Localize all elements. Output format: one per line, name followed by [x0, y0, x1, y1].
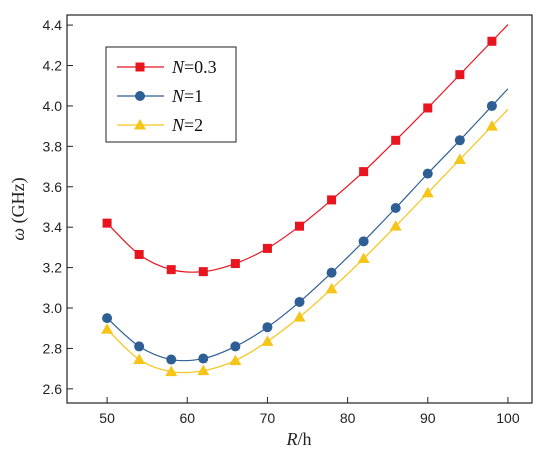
x-tick-label: 80 — [340, 410, 356, 426]
y-tick-label: 2.6 — [43, 381, 63, 397]
data-point-s2-4 — [198, 353, 209, 364]
data-point-s3-8 — [325, 282, 338, 294]
legend-label-2: N=1 — [171, 86, 203, 106]
data-point-s3-4 — [197, 364, 210, 376]
legend-marker-2 — [135, 91, 145, 101]
legend-marker-3 — [134, 119, 146, 130]
data-point-s2-3 — [166, 354, 177, 365]
y-tick-label: 4.4 — [43, 17, 63, 33]
legend-label-italic: N — [171, 86, 185, 106]
x-tick-label: 70 — [260, 410, 276, 426]
x-tick-label: 90 — [420, 410, 436, 426]
data-point-s2-2 — [134, 341, 145, 352]
plot-frame — [66, 14, 533, 404]
data-point-s1-7 — [295, 221, 304, 231]
data-point-s3-2 — [133, 353, 146, 365]
series-line-3 — [106, 109, 509, 374]
y-axis-title-rest: (GHz) — [8, 177, 29, 227]
data-point-s3-9 — [357, 252, 370, 264]
legend-label-rest: =2 — [184, 115, 203, 135]
legend-label-italic: N — [171, 115, 185, 135]
y-tick-label: 3.8 — [43, 138, 63, 154]
y-tick-label: 3.4 — [43, 219, 63, 235]
y-tick-label: 3.0 — [43, 300, 63, 316]
data-point-s3-7 — [293, 311, 306, 322]
y-tick-label: 3.6 — [43, 179, 63, 195]
data-point-s1-13 — [487, 36, 497, 46]
data-point-s2-12 — [454, 135, 465, 146]
legend-label-1: N=0.3 — [171, 57, 217, 77]
y-axis-title-italic: ω — [8, 228, 28, 241]
data-point-s1-5 — [230, 259, 240, 269]
x-axis-title: R/h — [285, 429, 311, 449]
data-point-s1-1 — [102, 218, 112, 228]
data-point-s3-6 — [261, 335, 274, 346]
data-point-s1-8 — [327, 195, 337, 205]
y-tick-label: 3.2 — [43, 260, 63, 276]
data-point-s3-3 — [165, 365, 178, 377]
data-point-s1-3 — [166, 265, 176, 275]
data-point-s3-12 — [453, 153, 466, 164]
data-point-s1-10 — [391, 135, 401, 145]
data-point-s2-7 — [294, 296, 305, 307]
data-point-s1-6 — [262, 243, 272, 253]
data-point-s2-8 — [326, 267, 337, 278]
y-tick-label: 4.2 — [43, 58, 63, 74]
data-point-s2-11 — [422, 168, 433, 179]
x-tick-label: 100 — [496, 410, 520, 426]
data-point-s2-9 — [358, 236, 369, 247]
legend-box — [105, 46, 237, 143]
y-tick-label: 2.8 — [43, 340, 63, 356]
y-tick-label: 4.0 — [43, 98, 63, 114]
data-point-s2-10 — [390, 202, 401, 213]
legend-label-italic: N — [171, 57, 185, 77]
y-axis-ticks: 2.6 2.8 3.0 3.2 3.4 3.6 3.8 4.0 4.2 4.4 — [43, 17, 73, 397]
x-axis-title-rest: /h — [297, 429, 311, 449]
series-markers — [101, 36, 498, 377]
data-point-s3-5 — [229, 354, 242, 366]
data-point-s2-13 — [486, 100, 497, 111]
data-point-s3-11 — [421, 186, 434, 198]
data-point-s1-11 — [423, 103, 433, 113]
data-point-s3-13 — [485, 120, 498, 131]
x-axis-title-italic: R — [285, 429, 297, 449]
data-point-s1-9 — [359, 167, 369, 177]
legend-label-rest: =1 — [184, 86, 203, 106]
x-tick-label: 60 — [179, 410, 195, 426]
legend: N=0.3N=1N=2 — [117, 57, 217, 135]
data-point-s1-4 — [198, 267, 208, 277]
x-tick-label: 50 — [99, 410, 115, 426]
data-point-s2-1 — [102, 313, 113, 324]
data-point-s3-10 — [389, 220, 402, 231]
data-point-s2-6 — [262, 322, 273, 333]
y-axis-title: ω (GHz) — [8, 177, 29, 240]
legend-label-3: N=2 — [171, 115, 203, 135]
legend-marker-1 — [135, 62, 145, 72]
data-point-s2-5 — [230, 341, 241, 352]
data-point-s1-12 — [455, 70, 465, 80]
data-point-s1-2 — [134, 249, 144, 259]
data-point-s3-1 — [101, 323, 114, 334]
legend-label-rest: =0.3 — [184, 57, 217, 77]
x-axis-ticks: 50 60 70 80 90 100 — [99, 397, 520, 426]
